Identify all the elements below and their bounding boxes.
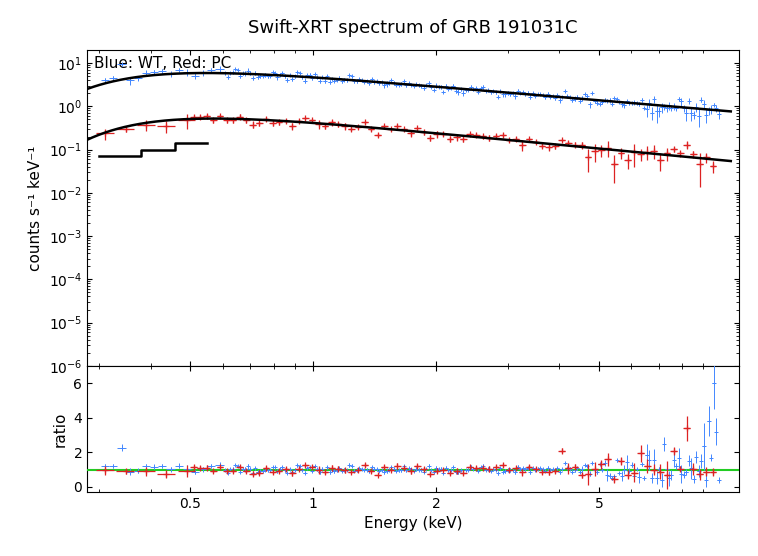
Text: Swift-XRT spectrum of GRB 191031C: Swift-XRT spectrum of GRB 191031C [249,19,578,37]
X-axis label: Energy (keV): Energy (keV) [364,517,462,532]
Y-axis label: ratio: ratio [53,411,68,446]
Text: Blue: WT, Red: PC: Blue: WT, Red: PC [94,56,231,71]
Y-axis label: counts s⁻¹ keV⁻¹: counts s⁻¹ keV⁻¹ [28,145,43,271]
